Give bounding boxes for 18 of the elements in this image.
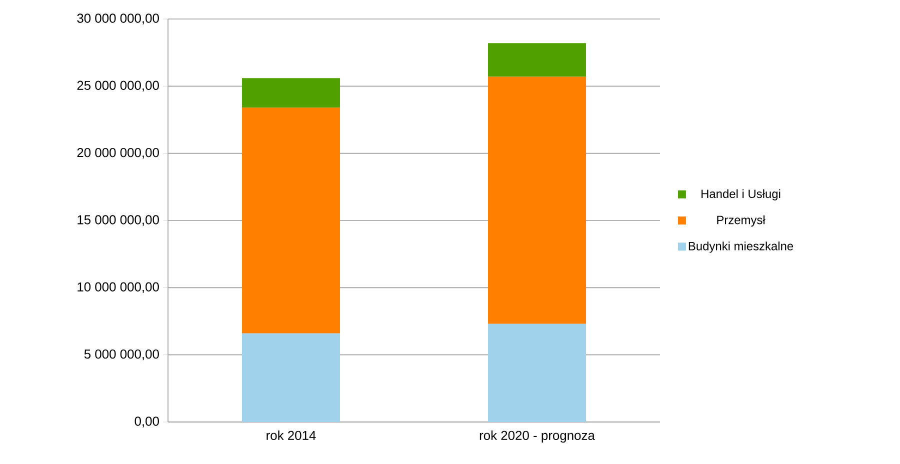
bar <box>488 76 586 324</box>
text: Przemysł <box>717 215 766 227</box>
y-tick-label: 30 000 000,00 <box>77 14 159 24</box>
bar <box>488 43 586 77</box>
legend-label: Budynki mieszkalne <box>688 242 794 253</box>
bar <box>242 333 340 422</box>
x-tick-label: rok 2014 <box>266 430 316 440</box>
y-tick-label: 10 000 000,00 <box>78 282 159 294</box>
bar <box>242 78 340 108</box>
bar <box>488 324 586 422</box>
y-tick-label: 5 000 000,00 <box>84 349 159 360</box>
legend-label: Handel i Usługi <box>702 189 780 200</box>
y-tick-label: 0,00 <box>134 416 159 428</box>
y-tick-label: 15 000 000,00 <box>78 215 159 226</box>
y-tick-label: 25 000 000,00 <box>77 80 159 92</box>
y-tick-label: 20 000 000,00 <box>77 148 159 159</box>
bar <box>242 108 340 334</box>
x-tick-label: rok 2020 - prognoza <box>480 430 595 443</box>
